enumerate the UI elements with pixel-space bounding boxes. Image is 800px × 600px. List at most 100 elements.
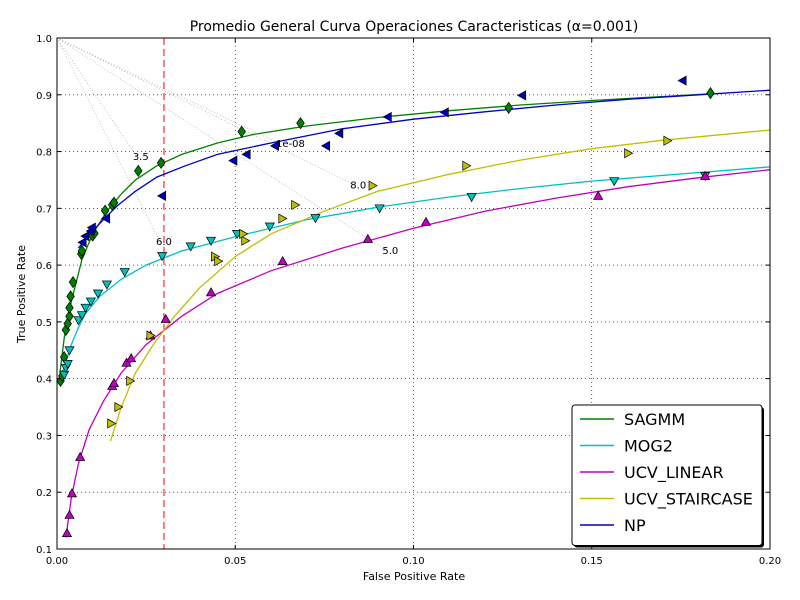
point-ucv-staircase: [239, 228, 249, 239]
x-tick-label: 0.15: [581, 556, 603, 567]
y-tick-label: 0.3: [36, 431, 52, 442]
point-np: [269, 140, 280, 151]
point-ucv-linear: [700, 170, 711, 180]
point-sagmm: [134, 164, 143, 177]
annotation-label: 1e-08: [276, 139, 305, 150]
x-axis-label: False Positive Rate: [363, 570, 465, 583]
guide-line: [56, 37, 355, 186]
point-mog2: [609, 177, 620, 187]
point-sagmm: [100, 204, 110, 217]
guide-line: [56, 37, 280, 144]
point-mog2: [374, 204, 385, 214]
point-sagmm: [296, 117, 305, 130]
point-ucv-staircase: [624, 148, 634, 159]
point-ucv-linear: [126, 353, 137, 363]
point-np: [80, 231, 90, 242]
point-sagmm: [77, 244, 87, 258]
point-sagmm: [66, 290, 75, 303]
x-tick-label: 0.20: [759, 556, 781, 567]
legend-label-np: NP: [624, 516, 646, 535]
point-ucv-linear: [64, 509, 75, 519]
y-tick-label: 0.6: [36, 261, 52, 272]
point-mog2: [205, 236, 217, 246]
y-tick-label: 0.9: [36, 91, 52, 102]
x-tick-label: 0.10: [402, 556, 424, 567]
chart-title: Promedio General Curva Operaciones Carac…: [190, 19, 639, 35]
point-sagmm: [65, 301, 74, 314]
point-mog2: [85, 297, 96, 307]
point-mog2: [62, 360, 73, 370]
y-tick-label: 0.2: [36, 488, 52, 499]
point-np: [77, 237, 87, 248]
point-ucv-linear: [205, 287, 217, 297]
point-mog2: [64, 346, 75, 356]
point-mog2: [101, 280, 113, 290]
point-np: [439, 107, 449, 118]
point-mog2: [80, 303, 91, 313]
point-ucv-staircase: [278, 213, 288, 224]
point-mog2: [59, 370, 70, 380]
point-ucv-linear: [160, 313, 171, 323]
point-ucv-staircase: [462, 160, 472, 171]
point-ucv-staircase: [663, 135, 673, 146]
annotation-label: 8.0: [350, 180, 366, 191]
point-mog2: [157, 252, 168, 262]
legend: SAGMM MOG2 UCV_LINEAR UCV_STAIRCASE NP: [571, 404, 764, 548]
point-sagmm: [109, 196, 119, 209]
annotation-label: 3.5: [133, 152, 149, 163]
series-line-np: [77, 89, 771, 249]
point-np: [228, 155, 238, 166]
x-tick-label: 0.05: [224, 556, 246, 567]
series-curves: [58, 89, 771, 538]
point-ucv-linear: [362, 233, 373, 243]
annotation-label: 6.0: [156, 237, 172, 248]
point-mog2: [466, 193, 477, 203]
point-ucv-linear: [75, 451, 86, 461]
point-ucv-staircase: [107, 418, 117, 429]
point-ucv-staircase: [146, 330, 156, 341]
legend-label-mog2: MOG2: [624, 437, 673, 456]
point-mog2: [185, 242, 196, 252]
point-ucv-linear: [277, 255, 288, 265]
annotation-label: 5.0: [382, 246, 398, 257]
legend-label-ucv-linear: UCV_LINEAR: [624, 463, 724, 483]
point-np: [320, 140, 331, 151]
point-ucv-staircase: [214, 256, 224, 267]
y-tick-label: 0.8: [36, 148, 52, 159]
point-mog2: [76, 311, 88, 321]
point-sagmm: [156, 156, 166, 170]
point-np: [677, 75, 687, 86]
point-ucv-staircase: [291, 199, 301, 211]
legend-label-ucv-staircase: UCV_STAIRCASE: [624, 490, 753, 510]
point-np: [334, 128, 344, 139]
point-np: [156, 190, 167, 201]
legend-box: [571, 404, 763, 546]
series-points: [56, 75, 715, 537]
y-tick-label: 0.7: [36, 204, 52, 215]
point-np: [86, 222, 96, 233]
point-np: [517, 90, 527, 101]
x-tick-label: 0.00: [46, 556, 68, 567]
point-mog2: [119, 268, 130, 278]
guide-line: [56, 37, 161, 243]
y-tick-label: 1.0: [36, 34, 52, 45]
point-sagmm: [504, 101, 513, 114]
legend-label-sagmm: SAGMM: [624, 410, 685, 429]
series-line-mog2: [59, 166, 771, 385]
point-ucv-linear: [420, 216, 432, 226]
point-np: [241, 149, 251, 160]
y-tick-label: 0.1: [36, 545, 52, 556]
point-ucv-linear: [593, 190, 604, 200]
series-line-ucv-staircase: [109, 129, 771, 442]
y-tick-label: 0.5: [36, 318, 52, 329]
point-mog2: [310, 214, 321, 224]
point-sagmm: [237, 125, 246, 138]
point-ucv-staircase: [114, 401, 124, 413]
point-sagmm: [706, 86, 715, 100]
axis-ticks: 0.00 0.05 0.10 0.15 0.20 0.1 0.2 0.3 0.4 0.5 0.6 0.…: [36, 34, 781, 567]
point-ucv-linear: [66, 488, 78, 498]
point-np: [382, 111, 392, 123]
point-mog2: [92, 289, 104, 299]
point-ucv-linear: [108, 377, 120, 388]
